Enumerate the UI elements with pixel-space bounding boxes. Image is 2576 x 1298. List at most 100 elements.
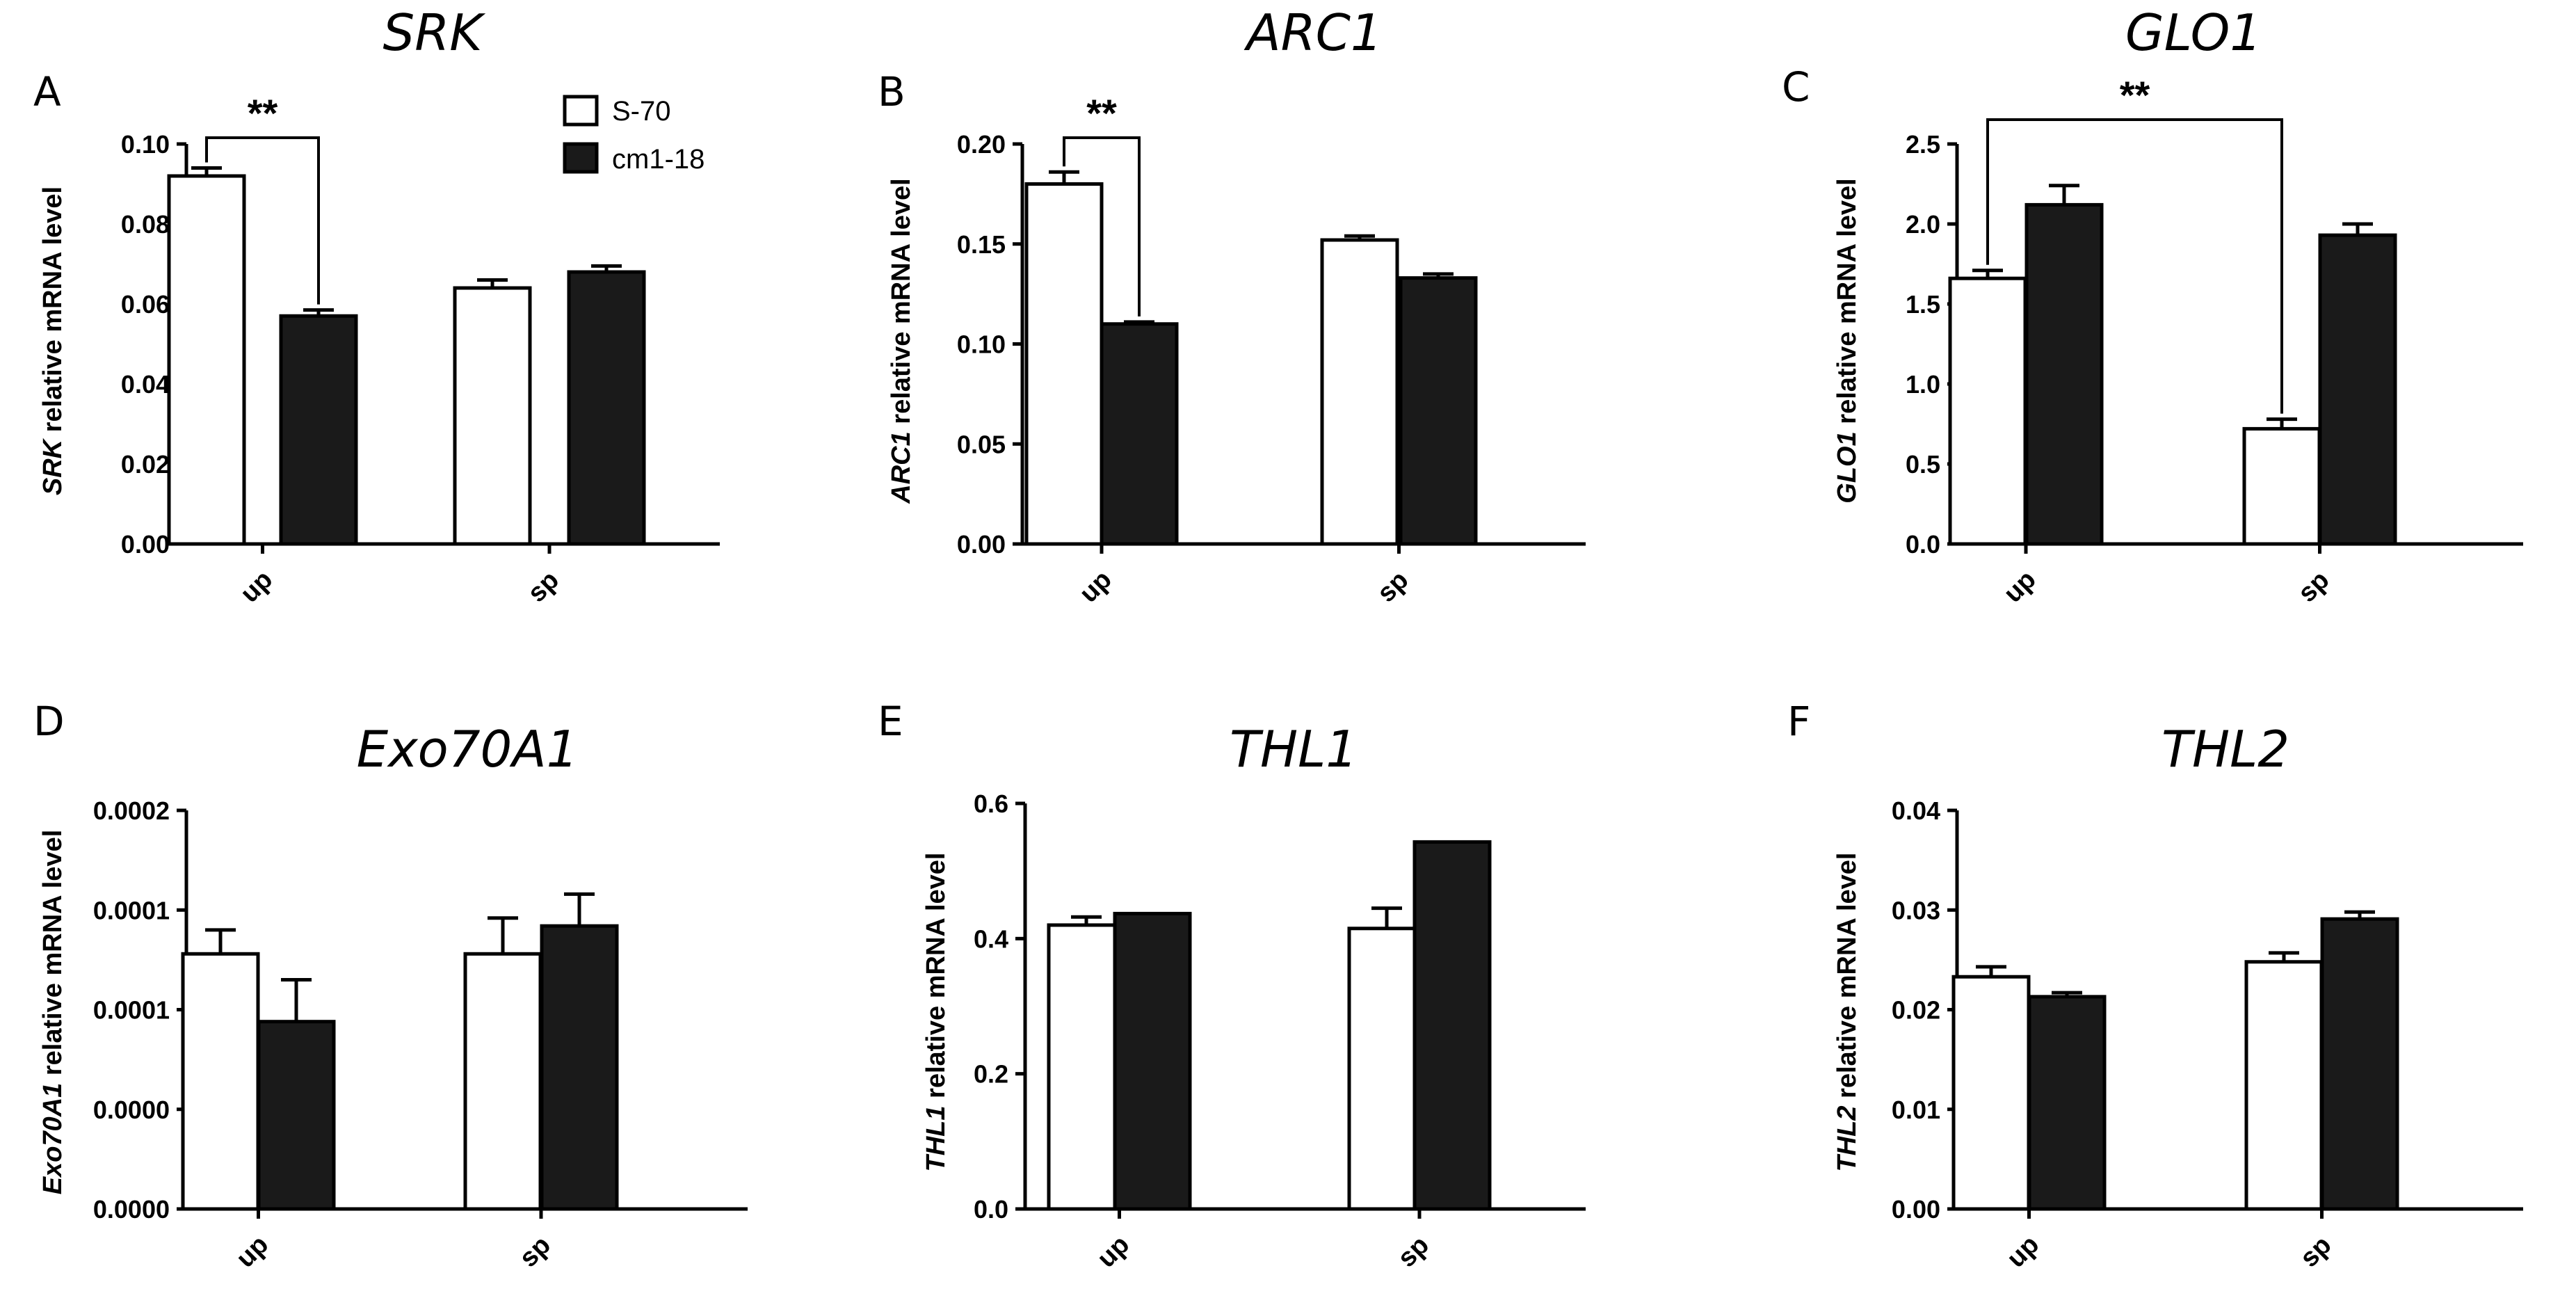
panel-b: B ARC1 ARC1 relative mRNA level 0.00 0.05… [878, 3, 1586, 609]
y-tick-label: 0.10 [957, 330, 1006, 359]
bar-s70-up [1948, 276, 2027, 546]
bar-s70-up [167, 174, 246, 546]
gene-title: GLO1 [2125, 3, 2262, 62]
gene-title: SRK [383, 3, 486, 62]
y-axis-label-rest: relative mRNA level [1833, 853, 1862, 1106]
bar-cm1-18-sp [540, 924, 619, 1211]
panel-letter: F [1787, 698, 1810, 745]
y-tick-label: 0.0001 [93, 996, 170, 1025]
bar-cm1-18-up [2024, 202, 2104, 546]
y-tick-label: 0.02 [1892, 996, 1940, 1025]
bar-cm1-18-sp [1412, 840, 1492, 1211]
gene-title: THL2 [2162, 720, 2289, 778]
y-axis-label: Exo70A1 relative mRNA level [38, 830, 67, 1195]
plot-area: 0.00.20.40.6up sp [974, 790, 1586, 1274]
bar-s70-up [1951, 975, 2031, 1211]
bar-s70-up [1047, 923, 1126, 1211]
bar-s70-sp [2242, 426, 2321, 546]
y-tick-label: 0.05 [957, 430, 1006, 458]
bar-s70-sp [453, 286, 532, 546]
bar-cm1-18-up [279, 314, 358, 546]
bar-cm1-18-sp [2318, 233, 2397, 546]
y-tick-label: 0.15 [957, 230, 1006, 259]
y-axis-label-rest: relative mRNA level [887, 178, 916, 431]
y-tick-label: 0.0000 [93, 1195, 170, 1224]
panel-e: E THL1 THL1 relative mRNA level 0.0 0.2 0.… [878, 698, 1586, 1274]
legend-label-s70: S-70 [612, 96, 671, 127]
panel-c: C GLO1 GLO1 relative mRNA level 0.0 0.5 1.… [1782, 3, 2523, 609]
y-axis-label: THL1 relative mRNA level [921, 853, 951, 1172]
gene-title: THL1 [1230, 720, 1358, 778]
y-axis-label-gene: GLO1 [1833, 431, 1862, 503]
y-axis-label-gene: ARC1 [887, 431, 916, 504]
y-axis-label: THL2 relative mRNA level [1833, 853, 1862, 1172]
y-tick-label: 0.03 [1892, 896, 1940, 924]
bar-cm1-18-up [2027, 995, 2107, 1211]
y-axis-label-gene: THL1 [921, 1106, 951, 1172]
y-tick-label: 0.06 [121, 290, 170, 319]
plot-area: 0.00.51.01.52.02.5up sp** [1906, 73, 2523, 609]
panel-letter: C [1782, 63, 1810, 111]
panel-letter: B [878, 68, 905, 115]
y-tick-label: 0.0000 [93, 1096, 170, 1124]
y-tick-label: 1.5 [1906, 290, 1940, 319]
bar-s70-sp [2244, 960, 2324, 1211]
y-tick-label: 2.5 [1906, 130, 1940, 159]
significance-label: ** [1086, 91, 1117, 135]
y-tick-label: 0.00 [1892, 1195, 1940, 1224]
y-tick-label: 0.2 [974, 1060, 1008, 1089]
bar-s70-sp [1347, 927, 1426, 1211]
y-tick-label: 0.0 [974, 1195, 1008, 1224]
y-axis-label-gene: THL2 [1833, 1106, 1862, 1172]
bar-cm1-18-sp [567, 270, 646, 546]
y-tick-label: 0.5 [1906, 450, 1940, 479]
y-tick-label: 0.04 [121, 370, 170, 399]
legend-label-cm1-18: cm1-18 [612, 144, 705, 175]
significance-label: ** [248, 91, 278, 135]
y-axis-label-gene: Exo70A1 [38, 1083, 67, 1195]
bar-cm1-18-up [1100, 322, 1179, 546]
significance-label: ** [2120, 73, 2150, 117]
bar-s70-up [1024, 182, 1104, 546]
y-axis-label-rest: relative mRNA level [1833, 178, 1862, 431]
y-tick-label: 0.00 [957, 530, 1006, 559]
y-tick-label: 0.00 [121, 530, 170, 559]
panel-letter: D [33, 698, 65, 745]
legend-swatch-s70 [563, 95, 599, 127]
y-tick-label: 0.0 [1906, 530, 1940, 559]
panel-f: F THL2 THL2 relative mRNA level 0.00 0.01… [1787, 698, 2523, 1274]
y-axis-label-rest: relative mRNA level [38, 186, 67, 440]
y-tick-label: 0.01 [1892, 1096, 1940, 1124]
significance-bracket [1063, 136, 1141, 317]
legend-swatch-cm1-18 [563, 142, 599, 174]
bar-cm1-18-up [257, 1020, 336, 1211]
y-axis-label-rest: relative mRNA level [921, 853, 951, 1106]
bar-cm1-18-sp [2320, 917, 2399, 1211]
gene-title: Exo70A1 [357, 720, 579, 778]
y-tick-label: 1.0 [1906, 370, 1940, 399]
bar-s70-up [181, 952, 260, 1211]
y-tick-label: 0.02 [121, 450, 170, 479]
y-axis-label: SRK relative mRNA level [38, 186, 67, 495]
y-tick-label: 0.10 [121, 130, 170, 159]
y-axis-label: GLO1 relative mRNA level [1833, 178, 1862, 503]
y-tick-label: 0.08 [121, 210, 170, 239]
bar-cm1-18-sp [1399, 276, 1478, 546]
y-axis-label-rest: relative mRNA level [38, 830, 67, 1083]
panel-a: A SRK SRK relative mRNA level 0.00 0.02 0.… [33, 3, 720, 609]
significance-bracket [205, 136, 320, 305]
bar-s70-sp [1320, 238, 1399, 546]
y-tick-label: 0.4 [974, 924, 1008, 953]
panel-letter: A [33, 68, 61, 115]
y-tick-label: 0.04 [1892, 796, 1940, 825]
significance-bracket [1986, 118, 2283, 414]
y-tick-label: 2.0 [1906, 210, 1940, 239]
y-tick-label: 0.0001 [93, 896, 170, 924]
y-axis-label: ARC1 relative mRNA level [887, 178, 916, 504]
